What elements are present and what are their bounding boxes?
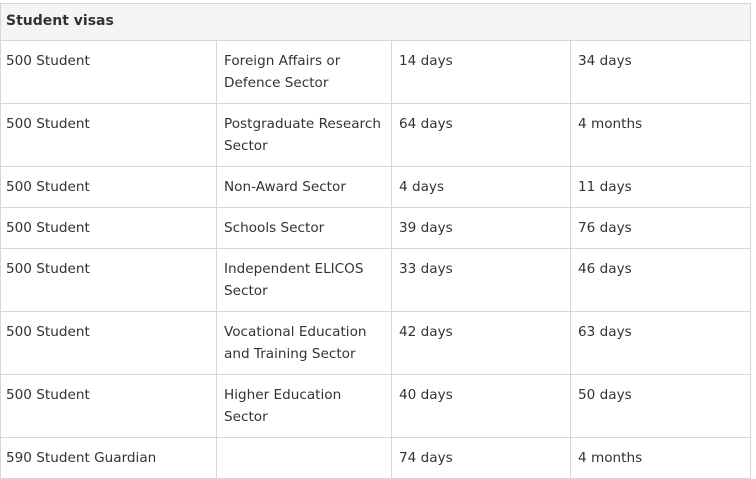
visa-subclass-cell: 590 Student Guardian — [0, 437, 217, 479]
stream-cell: Higher Education Sector — [216, 374, 392, 438]
processing-time-90-cell: 76 days — [569, 207, 752, 249]
processing-time-75-cell: 42 days — [391, 311, 571, 375]
stream-cell: Vocational Education and Training Sector — [216, 311, 392, 375]
visa-subclass-cell: 500 Student — [0, 103, 217, 167]
stream-cell: Non-Award Sector — [216, 166, 392, 208]
table-row: 500 Student Postgraduate Research Sector… — [0, 103, 752, 167]
table-row: 500 Student Higher Education Sector 40 d… — [0, 374, 752, 438]
processing-time-75-cell: 14 days — [391, 40, 571, 104]
processing-time-75-cell: 40 days — [391, 374, 571, 438]
processing-time-90-cell: 34 days — [569, 40, 752, 104]
table-row: 500 Student Schools Sector 39 days 76 da… — [0, 207, 752, 249]
processing-time-90-cell: 50 days — [569, 374, 752, 438]
processing-time-90-cell: 4 months — [569, 103, 752, 167]
visa-subclass-cell: 500 Student — [0, 248, 217, 312]
processing-time-75-cell: 39 days — [391, 207, 571, 249]
processing-time-90-cell: 46 days — [569, 248, 752, 312]
stream-cell: Foreign Affairs or Defence Sector — [216, 40, 392, 104]
visa-subclass-cell: 500 Student — [0, 40, 217, 104]
processing-time-75-cell: 33 days — [391, 248, 571, 312]
processing-time-75-cell: 74 days — [391, 437, 571, 479]
processing-time-75-cell: 64 days — [391, 103, 571, 167]
visa-subclass-cell: 500 Student — [0, 374, 217, 438]
visa-subclass-cell: 500 Student — [0, 311, 217, 375]
processing-time-90-cell: 11 days — [569, 166, 752, 208]
stream-cell: Schools Sector — [216, 207, 392, 249]
visa-subclass-cell: 500 Student — [0, 207, 217, 249]
table-row: 500 Student Foreign Affairs or Defence S… — [0, 40, 752, 104]
table-row: 500 Student Vocational Education and Tra… — [0, 311, 752, 375]
stream-cell: Independent ELICOS Sector — [216, 248, 392, 312]
table-row: 590 Student Guardian 74 days 4 months — [0, 437, 752, 479]
processing-time-90-cell: 4 months — [569, 437, 752, 479]
section-header-row: Student visas — [0, 3, 752, 41]
processing-times-table: Student visas 500 Student Foreign Affair… — [0, 3, 752, 479]
stream-cell — [216, 437, 392, 479]
processing-time-75-cell: 4 days — [391, 166, 571, 208]
section-title: Student visas — [0, 3, 752, 41]
visa-subclass-cell: 500 Student — [0, 166, 217, 208]
table-row: 500 Student Independent ELICOS Sector 33… — [0, 248, 752, 312]
processing-time-90-cell: 63 days — [569, 311, 752, 375]
table-row: 500 Student Non-Award Sector 4 days 11 d… — [0, 166, 752, 208]
stream-cell: Postgraduate Research Sector — [216, 103, 392, 167]
